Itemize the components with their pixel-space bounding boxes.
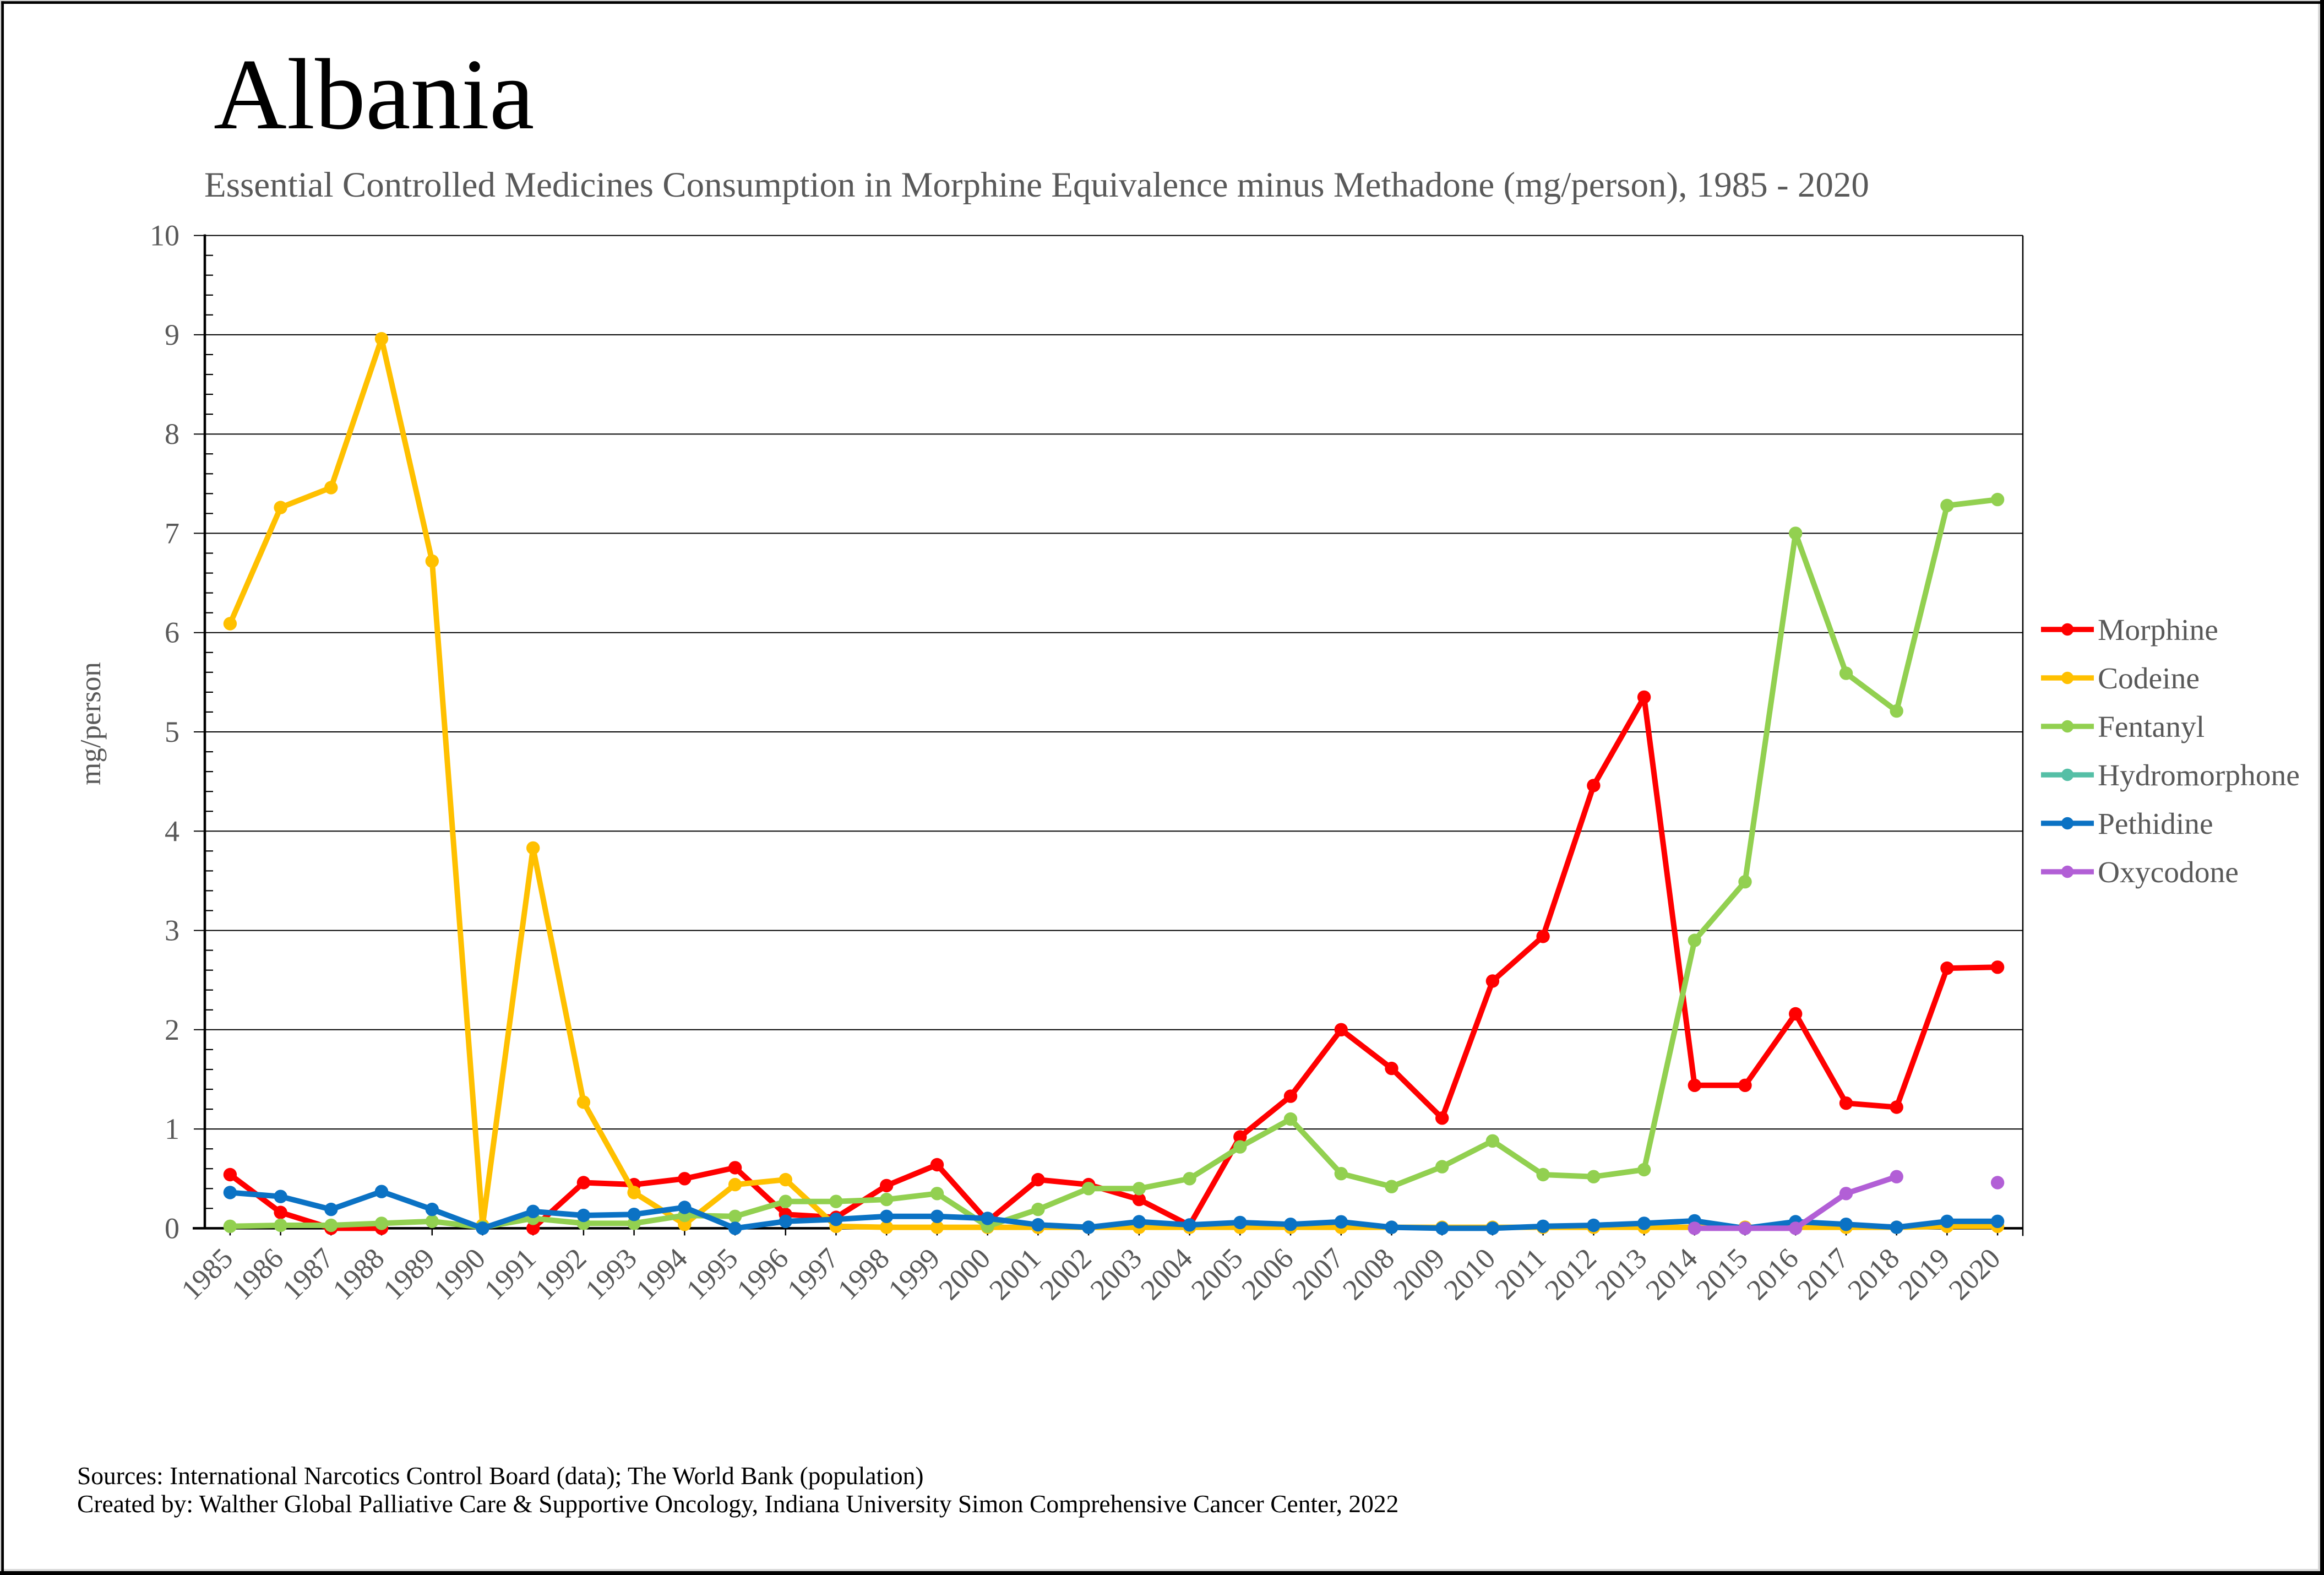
svg-text:7: 7 (165, 517, 179, 550)
svg-text:8: 8 (165, 417, 179, 450)
svg-text:1: 1 (165, 1112, 179, 1145)
svg-text:Created by: Walther Global Pal: Created by: Walther Global Palliative Ca… (77, 1490, 1398, 1518)
svg-text:Essential Controlled Medicines: Essential Controlled Medicines Consumpti… (204, 165, 1869, 205)
svg-text:Fentanyl: Fentanyl (2098, 710, 2205, 744)
svg-text:9: 9 (165, 318, 179, 351)
svg-text:6: 6 (165, 616, 179, 649)
svg-text:4: 4 (165, 814, 179, 848)
svg-text:Morphine: Morphine (2098, 613, 2218, 647)
svg-text:Hydromorphone: Hydromorphone (2098, 759, 2300, 792)
svg-text:Oxycodone: Oxycodone (2098, 856, 2239, 889)
svg-text:Albania: Albania (214, 38, 534, 150)
svg-text:Pethidine: Pethidine (2098, 807, 2213, 841)
svg-text:5: 5 (165, 715, 179, 748)
svg-text:Codeine: Codeine (2098, 662, 2200, 696)
svg-text:Sources: International Narcoti: Sources: International Narcotics Control… (77, 1462, 923, 1490)
svg-text:2: 2 (165, 1013, 179, 1046)
svg-text:0: 0 (165, 1212, 179, 1245)
svg-text:10: 10 (150, 219, 179, 252)
svg-text:3: 3 (165, 914, 179, 947)
svg-text:mg/person: mg/person (75, 662, 107, 785)
